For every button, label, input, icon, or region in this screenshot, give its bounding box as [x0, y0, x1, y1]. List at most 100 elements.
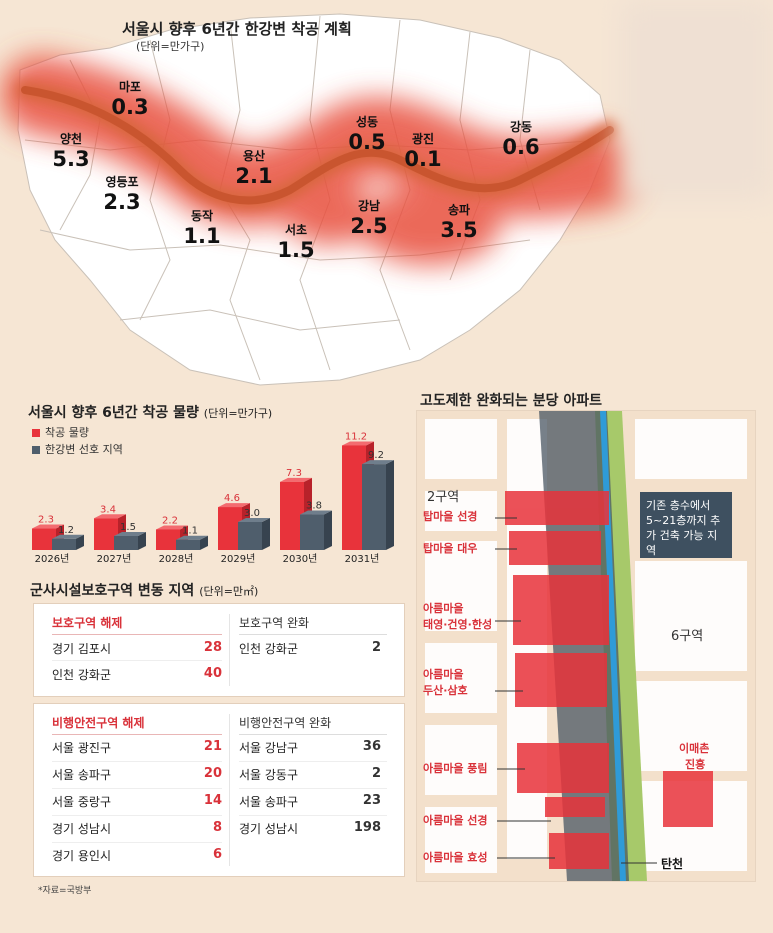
- bar: [156, 529, 180, 550]
- apt-label: 아름마을 선경: [423, 814, 488, 827]
- legend-hangang: 한강변 선호 지역: [32, 441, 123, 457]
- bar-value-label: 3.0: [244, 508, 260, 519]
- district-gangdong: 강동 0.6: [498, 118, 544, 159]
- flight-ease-title: 비행안전구역 완화: [239, 716, 332, 730]
- district-yeongdeungpo: 영등포 2.3: [94, 173, 150, 214]
- divider: [52, 660, 222, 661]
- category-label: 2030년: [283, 553, 318, 565]
- district-value: 0.1: [404, 147, 442, 171]
- protect-panel: 보호구역 해제 경기 김포시 28 인천 강화군 40 보호구역 완화 인천 강화군…: [33, 603, 405, 697]
- zone-6: 6구역: [671, 629, 704, 644]
- bar: [52, 538, 76, 550]
- district-value: 1.1: [183, 224, 221, 248]
- bar-value-label: 9.2: [368, 450, 384, 461]
- table-row: 경기 성남시 8: [52, 820, 222, 837]
- district-yongsan: 용산 2.1: [232, 147, 276, 188]
- protect-release-title: 보호구역 해제: [52, 616, 123, 630]
- category-label: 2028년: [159, 553, 194, 565]
- district-name: 강동: [509, 120, 533, 134]
- table-row: 경기 용인시 6: [52, 847, 222, 864]
- row-value: 14: [203, 793, 222, 808]
- row-value: 23: [362, 793, 381, 808]
- bar: [300, 514, 324, 550]
- bar: [176, 539, 200, 550]
- category-label: 2027년: [97, 553, 132, 565]
- row-value: 20: [203, 766, 222, 781]
- chart-title-text: 서울시 향후 6년간 착공 물량: [28, 405, 199, 421]
- bar-top: [280, 477, 312, 482]
- bar-top: [156, 525, 188, 530]
- bar-value-label: 1.1: [182, 526, 198, 537]
- district-value: 5.3: [52, 147, 90, 171]
- divider: [239, 734, 387, 735]
- bar-side: [324, 510, 332, 550]
- military-unit: (단위=만㎡): [199, 585, 259, 598]
- district-name: 용산: [242, 149, 266, 163]
- district-yangcheon: 양천 5.3: [48, 130, 94, 171]
- district-gwangjin: 광진 0.1: [400, 130, 446, 171]
- divider: [239, 815, 387, 816]
- table-row: 서울 강남구 36: [239, 739, 381, 756]
- row-name: 경기 성남시: [52, 822, 112, 836]
- bar-value-label: 3.8: [306, 501, 322, 512]
- divider: [52, 815, 222, 816]
- district-value: 0.3: [111, 95, 149, 119]
- row-name: 경기 성남시: [239, 822, 299, 836]
- bar-value-label: 1.2: [58, 525, 74, 536]
- apt-label: 아름마을: [423, 668, 464, 681]
- apt-label: 아름마을: [423, 602, 464, 615]
- apt-label: 두산·삼호: [423, 684, 468, 697]
- bar-value-label: 4.6: [224, 493, 240, 504]
- bar-top: [32, 524, 64, 529]
- district-value: 2.5: [350, 214, 388, 238]
- bar-top: [238, 518, 270, 522]
- table-row: 인천 강화군 2: [239, 640, 381, 657]
- apt-label: 탑마을 대우: [423, 542, 478, 555]
- table-row: 인천 강화군 40: [52, 666, 222, 683]
- row-name: 인천 강화군: [239, 642, 299, 656]
- table-row: 서울 중랑구 14: [52, 793, 222, 810]
- bar-top: [362, 460, 394, 465]
- row-name: 서울 강동구: [239, 768, 299, 782]
- apt-label: 이매촌: [679, 742, 710, 755]
- bar-value-label: 7.3: [286, 468, 302, 479]
- district-value: 2.1: [235, 164, 273, 188]
- row-name: 서울 송파구: [239, 795, 299, 809]
- divider: [239, 761, 387, 762]
- bundang-map-graphic: [417, 411, 755, 881]
- bar: [362, 464, 386, 550]
- military-title: 군사시설보호구역 변동 지역 (단위=만㎡): [30, 580, 258, 600]
- height-note: 기존 층수에서 5~21층까지 추가 건축 가능 지역: [640, 492, 732, 558]
- bar-side: [262, 518, 270, 550]
- district-value: 0.5: [348, 130, 386, 154]
- chart-unit: (단위=만가구): [203, 407, 273, 420]
- divider: [52, 761, 222, 762]
- vertical-divider: [229, 714, 230, 866]
- chart-title: 서울시 향후 6년간 착공 물량 (단위=만가구): [28, 402, 272, 422]
- legend-total: 착공 물량: [32, 424, 89, 440]
- district-name: 영등포: [105, 175, 139, 189]
- bar: [238, 522, 262, 550]
- bar-value-label: 11.2: [345, 431, 367, 442]
- district-seongdong: 성동 0.5: [344, 113, 390, 154]
- row-name: 서울 강남구: [239, 741, 299, 755]
- divider: [52, 734, 222, 735]
- stream-label: 탄천: [661, 857, 684, 871]
- category-label: 2031년: [345, 553, 380, 565]
- bar-top: [342, 441, 374, 446]
- zone-2: 2구역: [427, 490, 460, 505]
- protect-ease-title: 보호구역 완화: [239, 616, 310, 630]
- bar-top: [52, 534, 84, 539]
- bar-top: [300, 510, 332, 515]
- legend-label: 착공 물량: [45, 426, 89, 439]
- divider: [52, 788, 222, 789]
- apt-label: 탑마을 선경: [423, 510, 478, 523]
- district-songpa: 송파 3.5: [434, 201, 484, 242]
- row-value: 21: [203, 739, 222, 754]
- legend-swatch-red: [32, 429, 40, 437]
- row-value: 28: [203, 640, 222, 655]
- legend-label: 한강변 선호 지역: [45, 443, 123, 456]
- military-title-text: 군사시설보호구역 변동 지역: [30, 583, 195, 599]
- bar-chart: 2.3 1.2 2026년 3.4 1.5 2027년 2.2 1.1 2028년 4.6 3.0 2…: [32, 431, 394, 565]
- apt-label: 아름마을 효성: [423, 851, 488, 864]
